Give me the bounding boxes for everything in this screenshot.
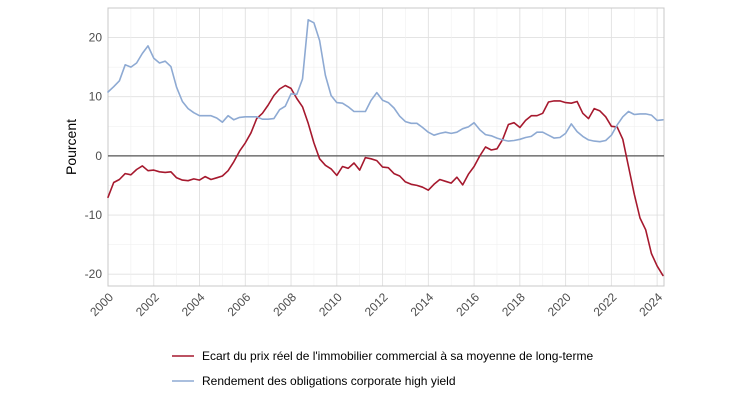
x-tick-label: 2008 [270, 290, 299, 319]
x-tick-label: 2004 [179, 290, 208, 319]
legend-label-commercial-real-estate: Ecart du prix réel de l'immobilier comme… [202, 349, 593, 363]
x-axis-ticks: 2000 2002 2004 2006 2008 2010 2012 2014 2016 2018… [87, 290, 665, 319]
x-tick-label: 2010 [316, 290, 345, 319]
x-tick-label: 2012 [362, 290, 391, 319]
y-tick-label: 0 [95, 149, 102, 163]
series-line-high-yield [107, 18, 664, 143]
x-tick-label: 2002 [133, 290, 162, 319]
plot-frame [107, 7, 665, 287]
legend: Ecart du prix réel de l'immobilier comme… [172, 349, 593, 388]
y-axis-ticks: 20 10 0 -10 -20 [85, 31, 103, 282]
grid [107, 7, 664, 286]
x-tick-label: 2022 [591, 290, 620, 319]
x-tick-label: 2020 [545, 290, 574, 319]
x-tick-label: 2014 [408, 290, 437, 319]
x-tick-label: 2018 [499, 290, 528, 319]
x-tick-label: 2024 [636, 290, 665, 319]
series-lines [107, 18, 664, 277]
y-tick-label: -20 [85, 267, 103, 281]
y-axis-title: Pourcent [63, 119, 79, 175]
x-tick-label: 2006 [225, 290, 254, 319]
series-line-commercial-real-estate [107, 84, 664, 277]
y-tick-label: -10 [85, 208, 103, 222]
legend-label-high-yield: Rendement des obligations corporate high… [202, 374, 456, 388]
x-tick-label: 2000 [87, 290, 116, 319]
y-tick-label: 20 [89, 31, 103, 45]
y-tick-label: 10 [89, 90, 103, 104]
x-tick-label: 2016 [453, 290, 482, 319]
